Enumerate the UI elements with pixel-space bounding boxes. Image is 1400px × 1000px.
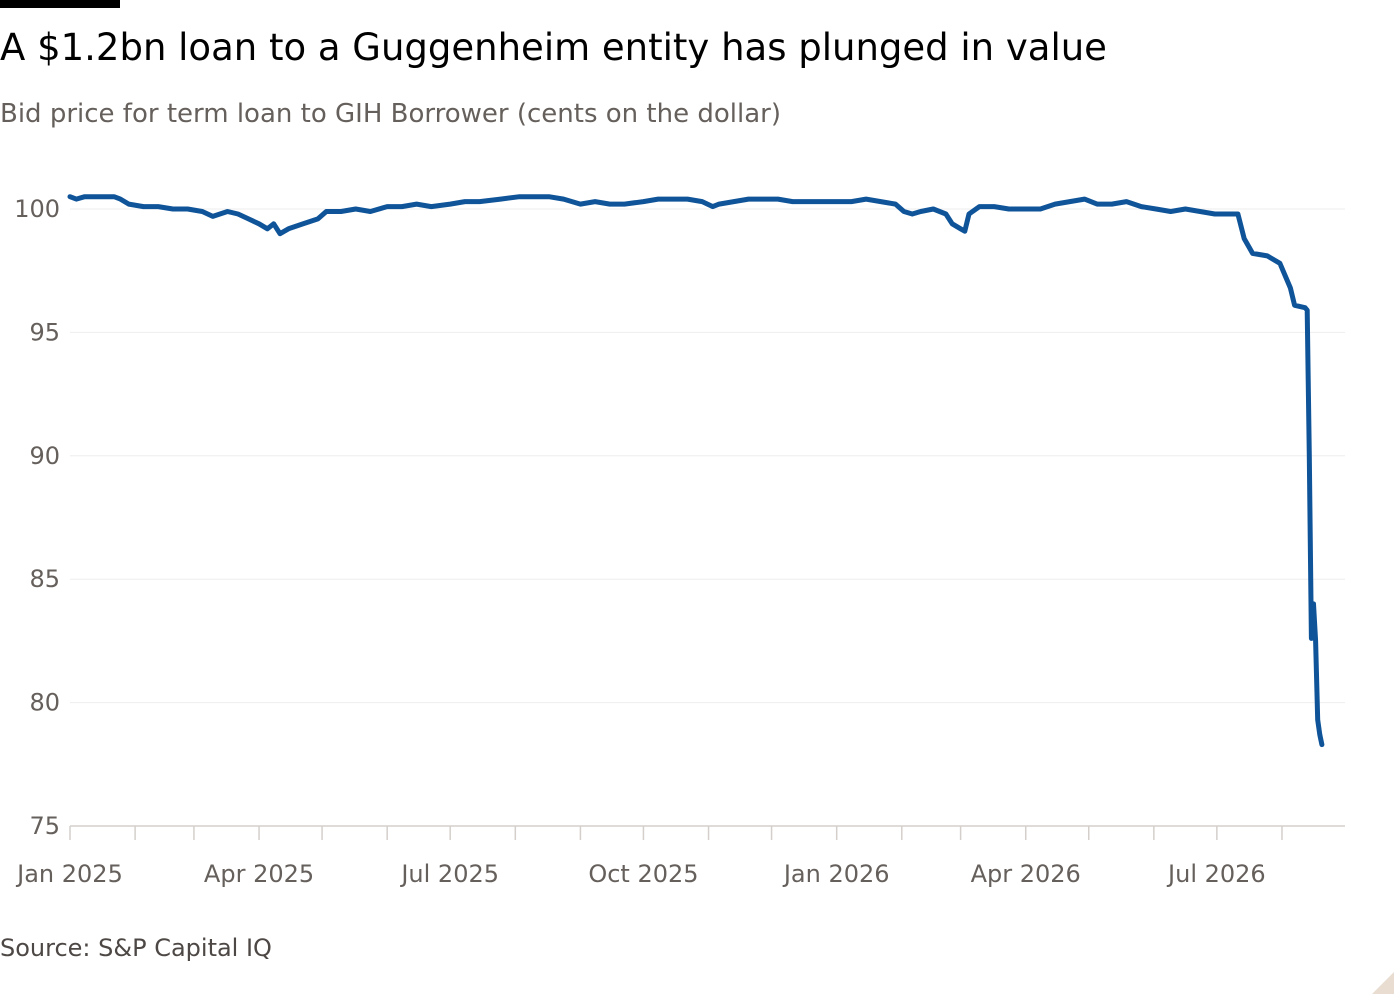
x-tick-label-2025-10-01: Oct 2025 (588, 860, 698, 888)
y-tick-label-95: 95 (29, 318, 60, 346)
y-tick-label-90: 90 (29, 442, 60, 470)
y-tick-label-75: 75 (29, 812, 60, 840)
chart-title: A $1.2bn loan to a Guggenheim entity has… (0, 26, 1107, 69)
corner-mark (1372, 972, 1394, 994)
x-axis-ticks (69, 826, 1283, 840)
x-tick-label-2025-07-01: Jul 2025 (399, 860, 499, 888)
gridlines (70, 208, 1345, 704)
series-line-bid-price (67, 194, 1325, 748)
source-note: Source: S&P Capital IQ (0, 934, 272, 962)
x-tick-label-2026-04-01: Apr 2026 (971, 860, 1081, 888)
y-axis-labels: 75 80 85 90 95 100 (14, 195, 60, 840)
brand-top-bar (0, 0, 120, 8)
y-tick-label-80: 80 (29, 689, 60, 717)
x-tick-label-2025-04-01: Apr 2025 (204, 860, 314, 888)
x-tick-label-2026-07-01: Jul 2026 (1166, 860, 1266, 888)
x-tick-label-2026-01-01: Jan 2026 (782, 860, 890, 888)
chart-subtitle: Bid price for term loan to GIH Borrower … (0, 99, 781, 129)
y-tick-label-85: 85 (29, 565, 60, 593)
y-tick-label-100: 100 (14, 195, 60, 223)
x-axis-labels: Jan 2025 Apr 2025 Jul 2025 Oct 2025 Jan 2026… (15, 860, 1266, 888)
x-tick-label-2025-01-01: Jan 2025 (15, 860, 123, 888)
